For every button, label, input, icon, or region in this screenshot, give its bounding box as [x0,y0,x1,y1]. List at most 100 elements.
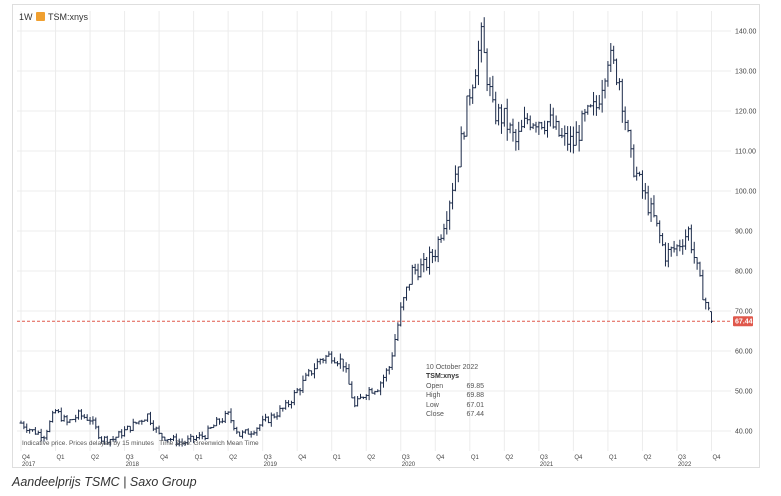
x-tick-label: Q2 [91,455,100,461]
x-year-label: 2019 [264,462,278,468]
ohlc-bar [402,296,406,311]
ohlc-bar [183,440,187,446]
ohlc-bar [125,425,129,431]
ohlc-bar [169,438,173,442]
ohlc-tooltip: 10 October 2022 TSM:xnys Open 69.85 High 6… [426,363,484,419]
ohlc-bar [663,242,667,267]
ohlc-bar [399,302,403,327]
x-tick-label: Q2 [229,455,238,461]
ohlc-bar [338,353,342,369]
ohlc-bar [569,126,573,153]
ohlc-bar [675,244,679,257]
x-tick-label: Q1 [609,455,618,461]
ohlc-bar [97,425,101,440]
ohlc-bar [678,239,682,252]
ohlc-bar [48,420,52,433]
ohlc-bar [419,258,423,278]
ohlc-bar [430,249,434,264]
ohlc-bar [143,419,147,422]
ohlc-bar [629,129,633,158]
ohlc-bar [146,413,150,422]
ohlc-bar [327,351,331,357]
ohlc-bar [246,428,250,435]
low-label: Low [426,401,439,409]
interval-selector[interactable]: 1W [19,12,33,22]
ohlc-bar [249,431,253,438]
ohlc-bar [433,249,437,262]
ohlc-bar [102,436,106,445]
ohlc-bar [393,334,397,357]
ohlc-bar [315,358,319,370]
ohlc-bar [31,429,35,432]
ohlc-bar [206,425,210,440]
ohlc-bar [77,409,81,420]
ohlc-bar [174,433,178,447]
y-tick-label: 120.00 [735,109,757,116]
ohlc-bar [620,78,624,123]
x-tick-label: Q4 [160,455,169,461]
ohlc-bar [606,61,610,87]
ohlc-bar [301,375,305,393]
ohlc-bar [531,123,535,130]
ohlc-bar [22,421,26,430]
ohlc-bar [577,125,581,152]
price-chart[interactable]: 40.00 50.00 60.00 70.00 80.00 90.00 100.00 110.… [13,5,761,469]
ohlc-bar [82,414,86,419]
ohlc-bar [517,121,521,151]
ohlc-bar [56,409,60,414]
ohlc-bar [623,106,627,131]
ohlc-bar [347,363,351,385]
ohlc-close-row: Close 67.44 [426,410,484,419]
ohlc-bar [551,107,555,129]
ohlc-bar [701,269,705,301]
ohlc-bar [698,261,702,277]
ohlc-bar [592,91,596,116]
ohlc-bar [376,389,380,393]
ohlc-bar [646,185,650,216]
ohlc-bar [180,438,184,447]
ohlc-bar [307,368,311,377]
ohlc-bar [269,412,273,427]
x-tick-label: Q1 [195,455,204,461]
ohlc-bar [218,418,222,425]
ohlc-bar [459,126,463,168]
chart-frame: 40.00 50.00 60.00 70.00 80.00 90.00 100.00 110.… [12,4,760,468]
x-tick-label: Q4 [712,455,721,461]
ohlc-bar [117,430,121,438]
ohlc-bar [289,400,293,409]
ohlc-bar [163,436,167,441]
ohlc-bar [220,418,224,424]
ohlc-bar [292,390,296,406]
ohlc-bar [275,411,279,420]
ohlc-bar [88,416,92,425]
ohlc-bar [557,120,561,137]
ohlc-bar [528,115,532,131]
ohlc-bar [425,256,429,271]
ohlc-bar [197,432,201,440]
ohlc-bar [390,352,394,370]
symbol-label[interactable]: TSM:xnys [48,12,89,22]
ohlc-bar [312,363,316,379]
ohlc-bar [243,429,247,434]
y-tick-label: 40.00 [735,429,753,436]
ohlc-bar [131,418,135,432]
ohlc-bar [422,252,426,273]
ohlc-bar [353,396,357,408]
x-tick-label: Q2 [367,455,376,461]
ohlc-bar [134,421,138,425]
ohlc-bar [560,127,564,139]
ohlc-bar [166,438,170,443]
ohlc-bar [123,426,127,437]
ohlc-bar [476,40,480,86]
ohlc-bar [215,416,219,427]
ohlc-bar [258,424,262,431]
ohlc-bar [499,104,503,134]
y-tick-label: 80.00 [735,269,753,276]
ohlc-bar [209,426,213,429]
ohlc-bar [229,408,233,424]
y-tick-label: 100.00 [735,189,757,196]
ohlc-bar [114,436,118,443]
ohlc-bar [358,393,362,400]
x-year-label: 2021 [540,462,554,468]
ohlc-bar [151,420,155,431]
